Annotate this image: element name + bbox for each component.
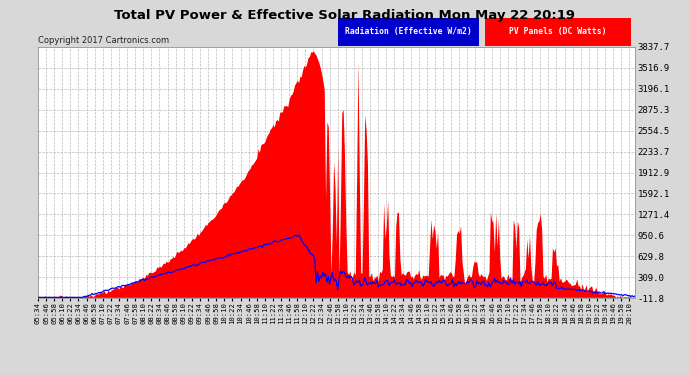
Text: Copyright 2017 Cartronics.com: Copyright 2017 Cartronics.com — [38, 36, 169, 45]
Text: Total PV Power & Effective Solar Radiation Mon May 22 20:19: Total PV Power & Effective Solar Radiati… — [115, 9, 575, 22]
Text: Radiation (Effective W/m2): Radiation (Effective W/m2) — [345, 27, 472, 36]
Text: PV Panels (DC Watts): PV Panels (DC Watts) — [509, 27, 607, 36]
Bar — [338, 18, 479, 46]
Bar — [484, 18, 631, 46]
